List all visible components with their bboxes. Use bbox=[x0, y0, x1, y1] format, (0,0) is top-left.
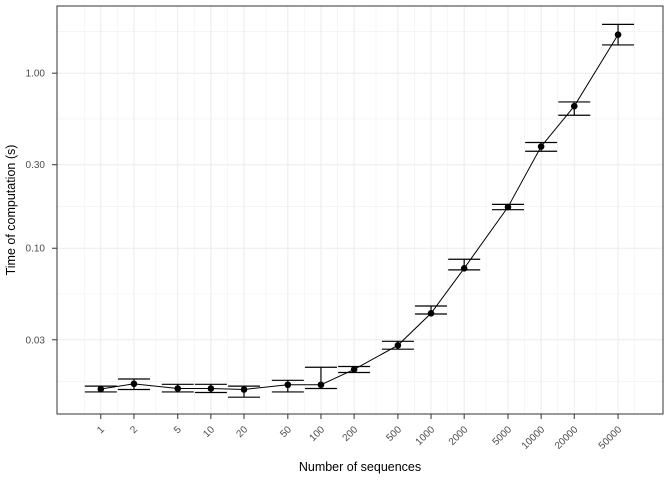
data-series-layer bbox=[84, 23, 635, 398]
y-tick-label: 0.03 bbox=[26, 335, 46, 346]
data-point bbox=[284, 381, 292, 389]
data-point bbox=[317, 381, 325, 389]
data-point bbox=[614, 31, 622, 38]
minor-gridlines bbox=[57, 6, 663, 414]
x-tick-label: 20 bbox=[234, 424, 250, 440]
x-axis-title: Number of sequences bbox=[299, 460, 421, 474]
data-point bbox=[427, 309, 435, 317]
x-tick-label: 200 bbox=[341, 424, 361, 444]
data-point bbox=[174, 385, 182, 392]
x-tick-label: 5000 bbox=[491, 424, 515, 448]
major-gridlines bbox=[57, 6, 663, 414]
x-tick-label: 50000 bbox=[597, 424, 625, 452]
data-point bbox=[97, 385, 105, 393]
x-tick-label: 50 bbox=[278, 424, 294, 440]
x-tick-label: 20000 bbox=[553, 424, 581, 452]
data-point bbox=[240, 386, 248, 393]
axis-ticks bbox=[52, 72, 619, 419]
data-point bbox=[504, 203, 512, 211]
x-tick-label: 1000 bbox=[414, 424, 438, 448]
y-tick-label: 1.00 bbox=[26, 69, 46, 80]
data-point bbox=[570, 102, 578, 110]
x-tick-label: 1 bbox=[95, 424, 107, 436]
y-tick-label: 0.30 bbox=[26, 160, 46, 171]
y-axis-title: Time of computation (s) bbox=[4, 145, 18, 276]
data-point bbox=[537, 143, 545, 150]
x-tick-label: 10 bbox=[201, 424, 217, 440]
x-tick-label: 2000 bbox=[447, 424, 471, 448]
x-tick-label: 500 bbox=[384, 424, 404, 444]
data-point bbox=[350, 366, 358, 373]
x-tick-label: 2 bbox=[128, 424, 140, 436]
x-tick-label: 100 bbox=[308, 424, 328, 444]
x-tick-label: 5 bbox=[172, 424, 184, 436]
data-point bbox=[394, 341, 402, 349]
data-point bbox=[130, 380, 138, 388]
x-tick-label: 10000 bbox=[520, 424, 548, 452]
data-point bbox=[207, 385, 215, 392]
panel-border bbox=[56, 5, 664, 415]
y-tick-label: 0.10 bbox=[26, 244, 46, 255]
plot-panel bbox=[57, 6, 663, 414]
data-point bbox=[460, 265, 468, 272]
